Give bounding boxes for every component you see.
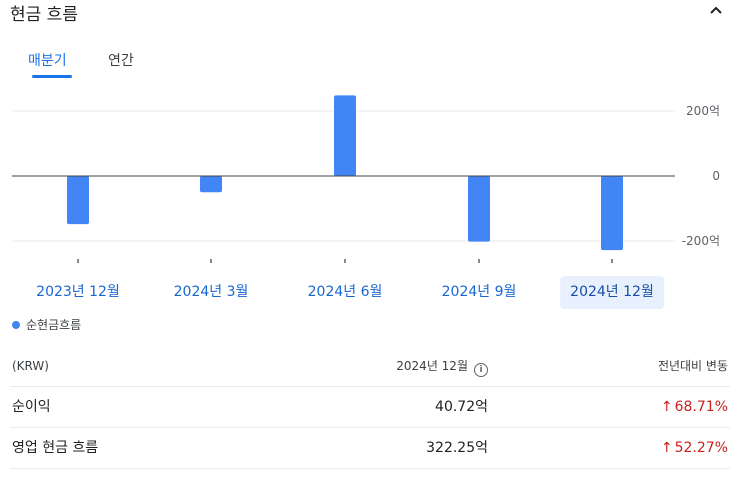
bar: [601, 176, 623, 251]
row-value: 322.25억: [426, 440, 488, 456]
x-tick-label[interactable]: 2024년 12월: [560, 276, 664, 309]
row-label: 영업 현금 흐름: [12, 440, 99, 456]
y-tick-label: 0: [712, 169, 720, 183]
bar: [67, 176, 89, 225]
row-value: 40.72억: [435, 399, 488, 415]
row-change: ↑ 52.27%: [661, 428, 728, 468]
table-header-row: (KRW) 2024년 12월 i 전년대비 변동: [10, 346, 730, 387]
row-label: 순이익: [12, 399, 51, 415]
unit-header: (KRW): [12, 359, 49, 373]
cash-flow-chart: 200억 0 -200억: [12, 95, 720, 263]
active-tab-indicator: [32, 75, 72, 78]
bar: [468, 176, 490, 242]
legend-label: 순현금흐름: [26, 318, 82, 332]
x-tick-label[interactable]: 2024년 3월: [173, 284, 249, 300]
x-tick-label[interactable]: 2024년 9월: [441, 284, 517, 300]
info-icon[interactable]: i: [474, 363, 488, 377]
row-change-value: 68.71%: [674, 399, 728, 415]
bar: [200, 176, 222, 193]
tab-quarterly[interactable]: 매분기: [28, 53, 67, 69]
table-row: 영업 현금 흐름 322.25억 ↑ 52.27%: [10, 428, 730, 469]
chevron-up-icon[interactable]: [708, 2, 724, 18]
period-header-label: 2024년 12월: [396, 359, 468, 373]
y-tick-label: 200억: [686, 104, 720, 118]
x-tick-label[interactable]: 2023년 12월: [36, 284, 120, 300]
tab-annual[interactable]: 연간: [108, 53, 134, 69]
row-change-value: 52.27%: [674, 440, 728, 456]
row-change: ↑ 68.71%: [661, 387, 728, 427]
x-tick-label[interactable]: 2024년 6월: [307, 284, 383, 300]
cash-flow-table: (KRW) 2024년 12월 i 전년대비 변동 순이익 40.72억 ↑ 68.…: [10, 346, 730, 469]
legend-swatch: [12, 320, 20, 329]
chart-legend: 순현금흐름: [12, 316, 81, 333]
change-header: 전년대비 변동: [657, 359, 728, 373]
period-header: 2024년 12월 i: [396, 346, 488, 386]
arrow-up-icon: ↑: [660, 440, 673, 456]
arrow-up-icon: ↑: [660, 399, 673, 415]
y-tick-label: -200억: [682, 234, 720, 248]
table-row: 순이익 40.72억 ↑ 68.71%: [10, 387, 730, 428]
bar: [334, 95, 356, 176]
section-title: 현금 흐름: [10, 5, 78, 25]
